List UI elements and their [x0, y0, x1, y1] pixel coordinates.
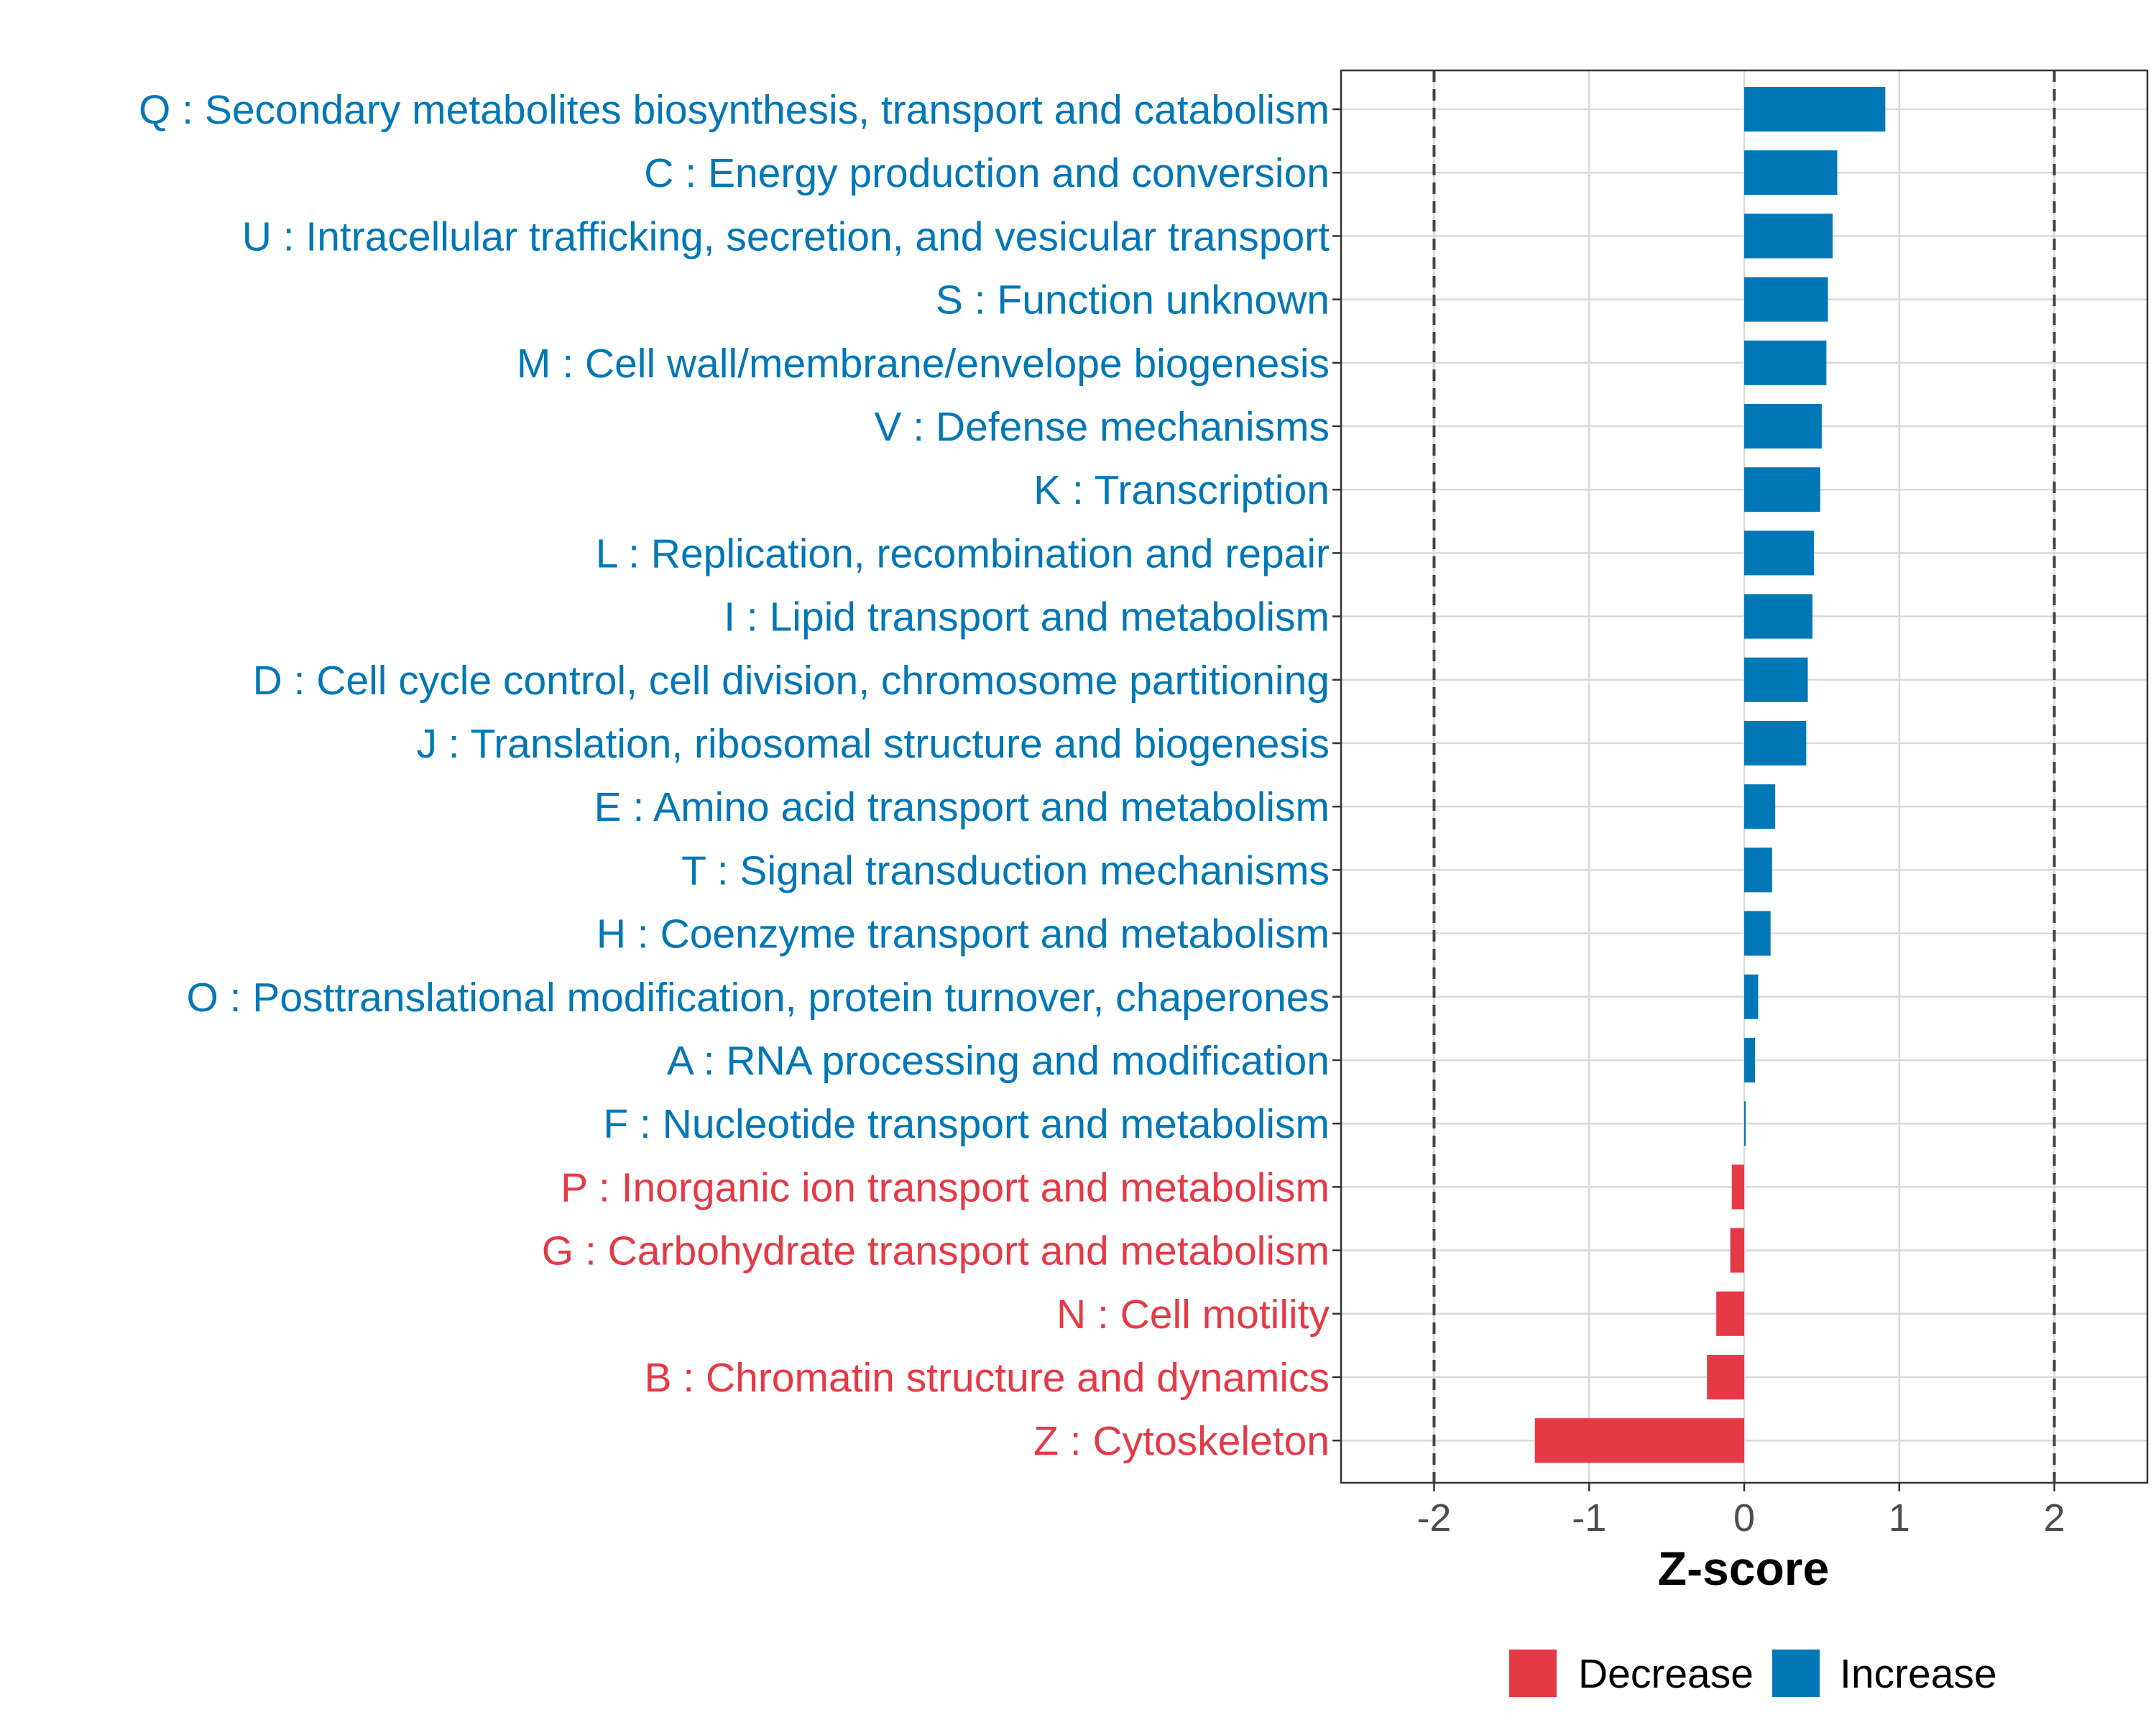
category-labels: Q : Secondary metabolites biosynthesis, …	[139, 87, 1330, 1464]
category-label: E : Amino acid transport and metabolism	[594, 784, 1330, 830]
x-tick-label: 2	[2044, 1496, 2065, 1540]
y-axis-ticks	[1332, 108, 1341, 1442]
legend-label-increase: Increase	[1840, 1651, 1997, 1697]
category-label: J : Translation, ribosomal structure and…	[417, 721, 1330, 767]
reference-lines	[1432, 70, 2056, 1483]
category-label: D : Cell cycle control, cell division, c…	[253, 658, 1330, 704]
bar	[1730, 1228, 1744, 1273]
legend-key-increase	[1772, 1650, 1820, 1697]
bar	[1744, 150, 1838, 196]
category-label: S : Function unknown	[936, 277, 1330, 323]
category-label: N : Cell motility	[1056, 1292, 1330, 1338]
bar	[1744, 340, 1827, 385]
x-axis-ticks: -2 -1 0 1 2	[1416, 1483, 2065, 1540]
x-tick-label: -2	[1416, 1496, 1451, 1540]
bars	[1534, 87, 1886, 1463]
bar	[1744, 911, 1771, 956]
bar	[1744, 404, 1822, 448]
category-label: F : Nucleotide transport and metabolism	[603, 1101, 1330, 1147]
category-label: B : Chromatin structure and dynamics	[644, 1355, 1330, 1401]
bar	[1744, 974, 1759, 1019]
category-label: T : Signal transduction mechanisms	[681, 847, 1330, 893]
category-label: G : Carbohydrate transport and metabolis…	[542, 1228, 1330, 1274]
bar	[1707, 1355, 1744, 1399]
category-label: U : Intracellular trafficking, secretion…	[242, 213, 1330, 259]
bar	[1744, 530, 1815, 576]
x-tick-label: 0	[1733, 1496, 1755, 1540]
bar	[1744, 213, 1833, 259]
bar	[1744, 1038, 1756, 1082]
bar	[1731, 1164, 1744, 1210]
bar	[1744, 467, 1820, 512]
category-label: Q : Secondary metabolites biosynthesis, …	[139, 87, 1330, 133]
bar	[1744, 1101, 1746, 1146]
bar	[1744, 721, 1807, 765]
category-label: V : Defense mechanisms	[874, 404, 1330, 450]
legend: Decrease Increase	[1509, 1650, 1997, 1697]
bar	[1744, 847, 1772, 893]
category-label: O : Posttranslational modification, prot…	[186, 975, 1330, 1021]
legend-label-decrease: Decrease	[1578, 1651, 1754, 1697]
category-label: M : Cell wall/membrane/envelope biogenes…	[517, 341, 1330, 387]
x-axis-title: Z-score	[1658, 1542, 1829, 1595]
category-label: Z : Cytoskeleton	[1033, 1418, 1330, 1464]
category-label: H : Coenzyme transport and metabolism	[596, 911, 1330, 957]
bar	[1716, 1291, 1744, 1336]
category-label: C : Energy production and conversion	[644, 150, 1330, 196]
legend-key-decrease	[1509, 1650, 1557, 1697]
bar	[1744, 594, 1812, 639]
bar	[1744, 657, 1808, 702]
category-label: P : Inorganic ion transport and metaboli…	[561, 1164, 1330, 1210]
category-label: L : Replication, recombination and repai…	[596, 530, 1330, 576]
category-label: I : Lipid transport and metabolism	[724, 594, 1330, 640]
x-tick-label: 1	[1889, 1496, 1910, 1540]
bar	[1744, 784, 1776, 829]
bar	[1744, 87, 1886, 132]
x-tick-label: -1	[1572, 1496, 1606, 1540]
category-label: K : Transcription	[1033, 467, 1330, 513]
bar	[1534, 1418, 1744, 1463]
bar	[1744, 277, 1828, 322]
category-label: A : RNA processing and modification	[667, 1038, 1330, 1084]
